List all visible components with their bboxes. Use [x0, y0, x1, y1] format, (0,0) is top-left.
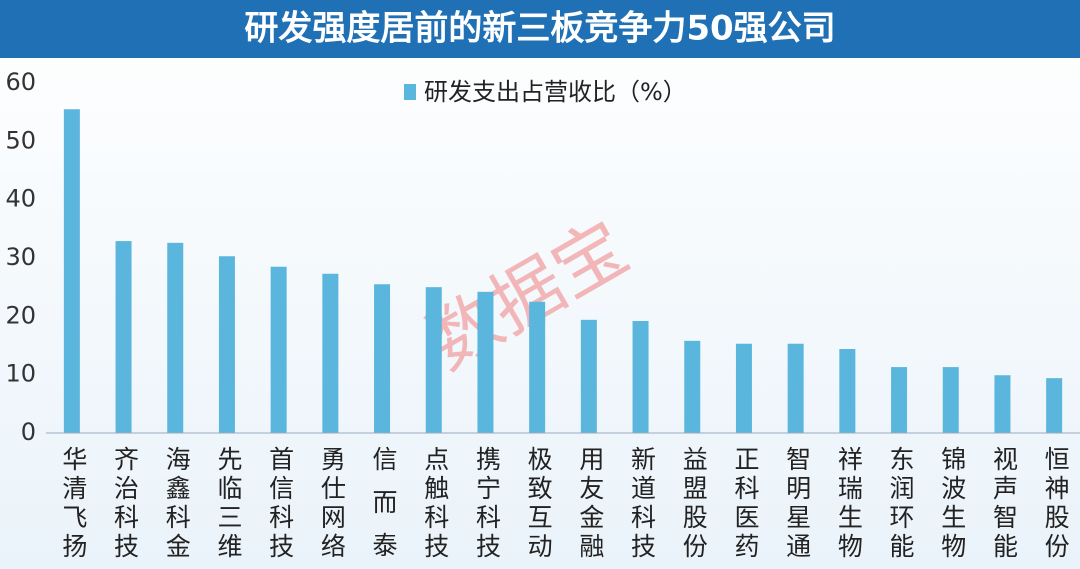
x-tick-label: 华清飞扬 [59, 446, 88, 562]
x-tick-label: 先临三维 [214, 446, 243, 562]
y-tick-label: 20 [5, 301, 36, 329]
x-tick-label: 恒神股份 [1041, 446, 1070, 562]
x-tick-label: 齐治科技 [111, 446, 140, 562]
x-tick-label: 信而泰 [369, 446, 398, 569]
chart-title: 研发强度居前的新三板竞争力50强公司 [244, 9, 835, 49]
bar [787, 343, 804, 433]
bar [425, 287, 442, 433]
x-tick-label: 视声智能 [989, 446, 1018, 562]
bar [477, 291, 494, 433]
bar [167, 242, 184, 433]
x-tick-label: 锦波生物 [938, 446, 967, 562]
x-tick-label: 益盟股份 [679, 446, 708, 562]
bar [735, 343, 752, 433]
x-tick-label: 新道科技 [628, 446, 657, 562]
y-tick-label: 10 [5, 360, 36, 388]
y-tick-label: 0 [21, 418, 36, 446]
bar [63, 109, 80, 433]
bar [580, 319, 597, 433]
bar [1046, 378, 1063, 433]
bar [684, 340, 701, 433]
x-tick-label: 东润环能 [886, 446, 915, 562]
bar [994, 375, 1011, 433]
x-tick-label: 极致互动 [524, 446, 553, 562]
x-tick-label: 勇仕网络 [317, 446, 346, 562]
x-tick-label: 点触科技 [421, 446, 450, 562]
x-tick-label: 祥瑞生物 [834, 446, 863, 562]
x-tick-label: 用友金融 [576, 446, 605, 562]
bar [891, 367, 908, 433]
legend-swatch [404, 84, 416, 100]
bar [374, 284, 391, 433]
x-tick-label: 智明星通 [783, 446, 812, 562]
title-band [0, 0, 1080, 58]
bar [218, 256, 235, 433]
x-tick-label: 首信科技 [266, 446, 295, 562]
bar [839, 349, 856, 433]
y-tick-label: 40 [5, 185, 36, 213]
bar [322, 273, 339, 433]
bar [115, 241, 132, 433]
x-tick-label: 携宁科技 [472, 446, 501, 562]
y-tick-label: 50 [5, 126, 36, 154]
bar [942, 367, 959, 433]
x-tick-label: 正科医药 [731, 446, 760, 562]
y-tick-label: 60 [5, 68, 36, 96]
y-tick-label: 30 [5, 243, 36, 271]
legend-label: 研发支出占营收比（%） [424, 78, 687, 106]
x-tick-label: 海鑫科金 [162, 446, 191, 562]
bar [632, 321, 649, 433]
bar [270, 266, 287, 433]
bar [529, 301, 546, 433]
